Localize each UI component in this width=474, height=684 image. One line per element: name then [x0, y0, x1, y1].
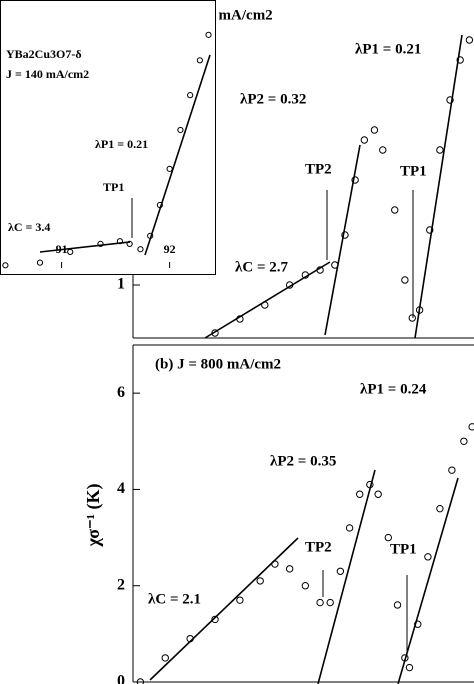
panel-title: (b) J = 800 mA/cm2 [155, 356, 281, 372]
annotation: λP2 = 0.32 [240, 91, 306, 107]
annotation: λP2 = 0.35 [270, 453, 336, 469]
fit-line [39, 241, 131, 253]
data-point [341, 231, 349, 239]
data-point [256, 577, 264, 585]
fit-line [204, 261, 331, 339]
data-point [408, 314, 416, 322]
data-point [186, 634, 194, 643]
data-point [116, 238, 124, 245]
annotation: λP1 = 0.21 [355, 41, 421, 57]
data-point [401, 276, 409, 284]
data-point [414, 620, 422, 628]
annotation: TP1 [103, 180, 124, 194]
annotation: TP1 [390, 541, 417, 557]
data-point [384, 533, 392, 542]
data-point [187, 92, 194, 99]
data-point [351, 176, 359, 184]
data-point [448, 466, 456, 474]
annotation: λP1 = 0.24 [360, 381, 427, 397]
annotation: λC = 2.7 [235, 259, 288, 275]
data-point [401, 654, 409, 662]
data-point [379, 146, 387, 154]
data-point [126, 240, 133, 247]
data-point [285, 281, 294, 289]
data-point [436, 146, 444, 154]
data-point [36, 259, 44, 266]
data-point [468, 423, 474, 431]
data-point [405, 663, 414, 672]
fit-line [149, 537, 299, 681]
data-point [424, 553, 432, 561]
data-point [236, 596, 244, 604]
data-point [331, 261, 339, 269]
data-point [236, 315, 244, 323]
data-point [177, 126, 184, 134]
data-point [301, 582, 310, 590]
data-point [136, 678, 145, 684]
annotation: λC = 2.1 [148, 591, 201, 607]
annotation: TP1 [400, 163, 427, 179]
data-point [426, 226, 434, 234]
fit-line [414, 34, 463, 339]
data-point [196, 57, 203, 64]
data-point [147, 232, 154, 239]
data-point [326, 598, 334, 607]
y-axis-label: χσ⁻¹ (K) [83, 484, 104, 548]
y-tick-label: 2 [117, 576, 125, 593]
y-tick-label: 1 [117, 276, 125, 293]
data-point [211, 615, 219, 624]
y-tick-label: 0 [117, 673, 125, 684]
data-point [67, 248, 74, 256]
inset-frame [0, 0, 216, 275]
data-point [391, 206, 399, 214]
data-point [156, 201, 163, 209]
data-point [2, 262, 9, 269]
data-point [261, 301, 269, 309]
annotation: TP2 [305, 539, 332, 555]
data-point [166, 165, 173, 172]
frame-b [132, 344, 474, 683]
data-point [285, 565, 294, 573]
fit-line [317, 469, 376, 684]
data-point [436, 504, 444, 513]
data-point [393, 601, 402, 609]
data-point [316, 598, 324, 607]
data-point [211, 329, 219, 337]
y-tick-label: 4 [117, 480, 125, 497]
data-point [345, 524, 354, 532]
data-point [316, 266, 324, 274]
inset: YBa2Cu3O7-δ J = 140 mA/cm2 λP1 = 0.21 TP… [0, 0, 216, 275]
data-point [336, 567, 345, 575]
data-point [271, 560, 279, 568]
data-point [465, 36, 474, 44]
panel-b: (b) J = 800 mA/cm2 λP1 = 0.24 λP2 = 0.35… [83, 356, 474, 684]
data-point [370, 126, 379, 134]
inset-subtitle: J = 140 mA/cm2 [6, 67, 89, 81]
data-point [366, 480, 374, 489]
data-point [460, 437, 468, 445]
data-point [356, 490, 364, 498]
data-point [456, 56, 464, 64]
data-point [301, 271, 310, 279]
fit-line [144, 54, 211, 256]
fit-line [397, 477, 459, 684]
data-point [374, 490, 382, 498]
annotation: λP1 = 0.21 [95, 137, 148, 151]
data-point [446, 96, 454, 104]
data-point [205, 31, 212, 38]
data-point [415, 306, 424, 314]
inset-title: YBa2Cu3O7-δ [6, 47, 82, 61]
annotation: λC = 3.4 [8, 220, 50, 234]
data-point [137, 246, 144, 253]
annotation: TP2 [305, 161, 332, 177]
data-point [161, 654, 169, 662]
y-tick-label: 6 [117, 384, 125, 401]
x-tick-label: 92 [164, 242, 176, 256]
data-point [97, 240, 104, 247]
x-tick-label: 91 [56, 242, 68, 256]
data-point [360, 136, 369, 144]
